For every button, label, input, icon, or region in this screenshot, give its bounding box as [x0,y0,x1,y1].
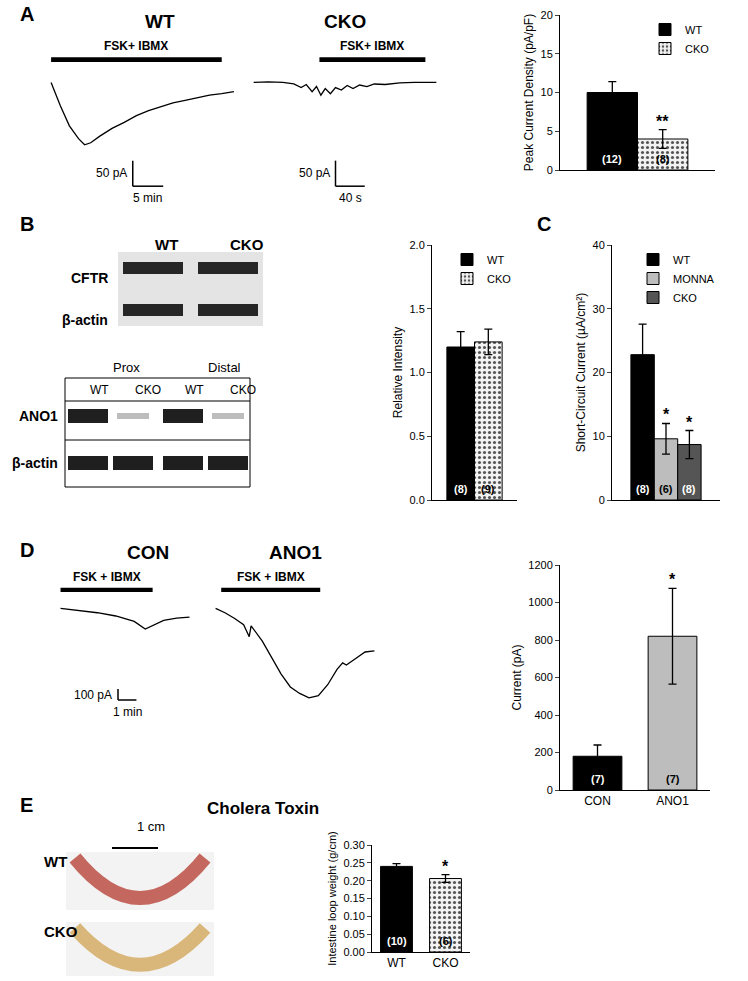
svg-text:FSK + IBMX: FSK + IBMX [73,570,141,584]
svg-text:Peak Current Density (pA/pF): Peak Current Density (pA/pF) [522,14,536,171]
svg-text:CKO: CKO [685,43,709,55]
svg-text:*: * [442,858,449,875]
svg-text:CKO: CKO [487,273,511,285]
svg-text:CKO: CKO [432,956,458,970]
svg-text:0: 0 [547,164,553,176]
svg-text:30: 30 [593,303,605,315]
svg-text:CKO: CKO [230,383,256,397]
svg-text:FSK + IBMX: FSK + IBMX [237,570,305,584]
svg-text:CON: CON [127,542,169,563]
svg-text:A: A [20,3,34,25]
svg-text:0.0: 0.0 [410,494,425,506]
svg-text:1200: 1200 [528,559,552,571]
svg-text:Current (pA): Current (pA) [510,644,524,710]
svg-text:CKO: CKO [673,292,697,304]
svg-text:10: 10 [593,430,605,442]
svg-text:2.0: 2.0 [410,239,425,251]
svg-text:20: 20 [593,366,605,378]
svg-text:**: ** [656,113,669,130]
svg-text:5 min: 5 min [133,191,162,205]
svg-text:(6): (6) [439,935,453,947]
svg-text:CON: CON [584,794,611,808]
svg-text:800: 800 [534,634,552,646]
svg-text:15: 15 [541,48,553,60]
svg-text:5: 5 [547,125,553,137]
svg-text:0.15: 0.15 [343,892,364,904]
svg-text:FSK+ IBMX: FSK+ IBMX [104,39,168,53]
svg-text:(9): (9) [481,483,495,495]
svg-text:(8): (8) [682,483,696,495]
svg-text:(8): (8) [636,483,650,495]
svg-text:20: 20 [541,9,553,21]
svg-text:40 s: 40 s [339,191,362,205]
svg-text:WT: WT [673,254,690,266]
svg-text:β-actin: β-actin [12,455,58,471]
svg-text:Intestine loop weight (g/cm): Intestine loop weight (g/cm) [326,831,338,966]
svg-text:CKO: CKO [324,11,366,32]
svg-text:600: 600 [534,671,552,683]
svg-text:WT: WT [90,383,109,397]
svg-text:100 pA: 100 pA [74,688,112,702]
svg-text:0: 0 [547,784,553,796]
svg-text:WT: WT [185,383,204,397]
svg-text:FSK+ IBMX: FSK+ IBMX [340,39,404,53]
svg-text:CKO: CKO [230,236,264,253]
svg-text:40: 40 [593,239,605,251]
svg-text:C: C [537,213,551,235]
svg-text:Prox: Prox [113,360,140,375]
svg-text:*: * [686,414,693,431]
svg-text:Distal: Distal [208,360,241,375]
svg-text:ANO1: ANO1 [19,408,58,424]
svg-text:WT: WT [685,24,702,36]
svg-text:1 min: 1 min [113,705,142,719]
svg-text:1000: 1000 [528,596,552,608]
svg-text:WT: WT [387,956,406,970]
svg-text:1 cm: 1 cm [137,819,165,834]
svg-text:B: B [20,213,34,235]
svg-text:WT: WT [155,236,178,253]
svg-text:WT: WT [487,254,504,266]
svg-text:50 pA: 50 pA [299,166,330,180]
svg-text:CKO: CKO [44,923,78,940]
svg-text:E: E [20,794,33,816]
svg-text:D: D [20,539,34,561]
svg-text:200: 200 [534,746,552,758]
svg-text:0.10: 0.10 [343,910,364,922]
svg-text:1.0: 1.0 [410,366,425,378]
svg-text:(10): (10) [387,935,407,947]
svg-text:*: * [669,571,676,588]
svg-text:0.05: 0.05 [343,928,364,940]
svg-text:50 pA: 50 pA [96,166,127,180]
svg-text:(6): (6) [659,483,673,495]
svg-text:0.30: 0.30 [343,839,364,851]
svg-text:400: 400 [534,709,552,721]
svg-text:0: 0 [599,494,605,506]
svg-text:ANO1: ANO1 [269,542,322,563]
svg-text:WT: WT [145,11,175,32]
svg-text:β-actin: β-actin [62,312,108,328]
svg-text:10: 10 [541,86,553,98]
svg-text:(7): (7) [666,773,680,785]
svg-text:0.20: 0.20 [343,875,364,887]
svg-text:MONNA: MONNA [673,273,715,285]
svg-text:0.25: 0.25 [343,857,364,869]
svg-text:(7): (7) [591,773,605,785]
svg-text:(12): (12) [602,153,622,165]
svg-text:Short-Circuit Current (µA/cm²): Short-Circuit Current (µA/cm²) [574,293,588,453]
svg-text:0.00: 0.00 [343,946,364,958]
svg-text:CFTR: CFTR [71,270,108,286]
svg-text:(8): (8) [656,153,670,165]
svg-text:(8): (8) [454,483,468,495]
svg-text:0.5: 0.5 [410,430,425,442]
svg-text:Cholera Toxin: Cholera Toxin [207,799,319,818]
svg-text:CKO: CKO [135,383,161,397]
svg-text:Relative Intensity: Relative Intensity [391,327,405,418]
svg-text:WT: WT [44,853,67,870]
svg-text:*: * [663,406,670,423]
svg-text:ANO1: ANO1 [656,794,689,808]
svg-text:1.5: 1.5 [410,303,425,315]
